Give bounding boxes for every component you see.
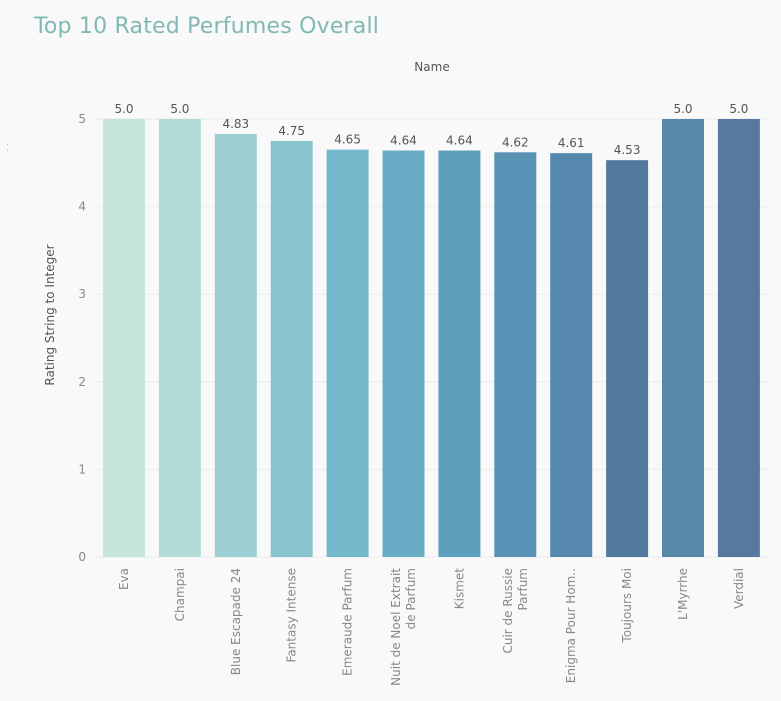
bar-value-label: 4.62 — [502, 135, 529, 149]
bar-value-label: 4.83 — [222, 117, 249, 131]
chart-title: Top 10 Rated Perfumes Overall — [34, 14, 380, 39]
column-header: Name — [414, 60, 449, 74]
y-axis-ticks: 0 1 2 3 4 5 — [78, 112, 86, 564]
bar-value-label: 5.0 — [114, 102, 133, 116]
category-label-line: Nuit de Noel Extrait — [389, 568, 403, 686]
y-tick-label: 3 — [78, 287, 86, 301]
bar[interactable] — [438, 150, 481, 557]
bar-value-label: 4.65 — [334, 133, 361, 147]
data-labels: 5.0 5.0 4.83 4.75 4.65 4.64 4.64 4.62 4.61 4.53 5.… — [114, 102, 748, 157]
bar-value-label: 5.0 — [170, 102, 189, 116]
gridlines — [96, 118, 770, 558]
category-label: Fantasy Intense — [285, 568, 299, 662]
category-label: Verdial — [732, 568, 746, 609]
y-tick-label: 4 — [78, 200, 86, 214]
bar-value-label: 4.53 — [614, 143, 641, 157]
bar[interactable] — [550, 153, 593, 557]
y-tick-label: 5 — [78, 112, 86, 126]
bar[interactable] — [270, 140, 313, 557]
y-tick-label: 2 — [78, 375, 86, 389]
category-label-line: Champai — [173, 568, 187, 621]
category-label-line: Emeraude Parfum — [341, 568, 355, 676]
category-label-line: Blue Escapade 24 — [229, 568, 243, 675]
category-label: Cuir de Russie Parfum — [501, 568, 530, 654]
category-label: Enigma Pour Hom.. — [564, 568, 578, 683]
category-label-line: Cuir de Russie — [501, 568, 515, 654]
bar-value-label: 4.64 — [446, 134, 473, 148]
category-label-line: L'Myrrhe — [676, 568, 690, 620]
bar-value-label: 5.0 — [729, 102, 748, 116]
category-label-line: de Parfum — [404, 568, 418, 629]
bar-value-label: 4.64 — [390, 134, 417, 148]
bar-value-label: 4.61 — [558, 136, 585, 150]
category-label: Blue Escapade 24 — [229, 568, 243, 675]
bar[interactable] — [382, 150, 425, 557]
category-label-line: Toujours Moi — [620, 568, 634, 644]
bar[interactable] — [103, 119, 145, 557]
category-label-line: Eva — [117, 568, 131, 590]
bar[interactable] — [214, 133, 257, 557]
category-label: Kismet — [452, 568, 466, 610]
bar[interactable] — [326, 149, 369, 557]
y-tick-label: 0 — [78, 550, 86, 564]
y-axis-title: Rating String to Integer — [43, 244, 57, 385]
bar[interactable] — [606, 160, 649, 557]
bars — [103, 119, 760, 557]
category-label: Nuit de Noel Extrait de Parfum — [389, 568, 418, 686]
category-label: Toujours Moi — [620, 568, 634, 644]
drag-handle-icon[interactable]: ⁚ — [6, 143, 10, 154]
category-label-line: Verdial — [732, 568, 746, 609]
category-label-line: Fantasy Intense — [285, 568, 299, 662]
bar[interactable] — [494, 152, 537, 557]
x-axis-categories: Eva Champai Blue Escapade 24 Fantasy Intens… — [117, 568, 746, 686]
bar[interactable] — [158, 119, 201, 557]
bar-value-label: 5.0 — [673, 102, 692, 116]
category-label-line: Parfum — [516, 568, 530, 611]
y-tick-label: 1 — [78, 462, 86, 476]
category-label: Emeraude Parfum — [341, 568, 355, 676]
category-label: L'Myrrhe — [676, 568, 690, 620]
category-label-line: Enigma Pour Hom.. — [564, 568, 578, 683]
category-label: Champai — [173, 568, 187, 621]
bar[interactable] — [662, 119, 704, 557]
bar[interactable] — [717, 119, 760, 557]
category-label: Eva — [117, 568, 131, 590]
bar-value-label: 4.75 — [278, 124, 305, 138]
category-label-line: Kismet — [452, 568, 466, 610]
